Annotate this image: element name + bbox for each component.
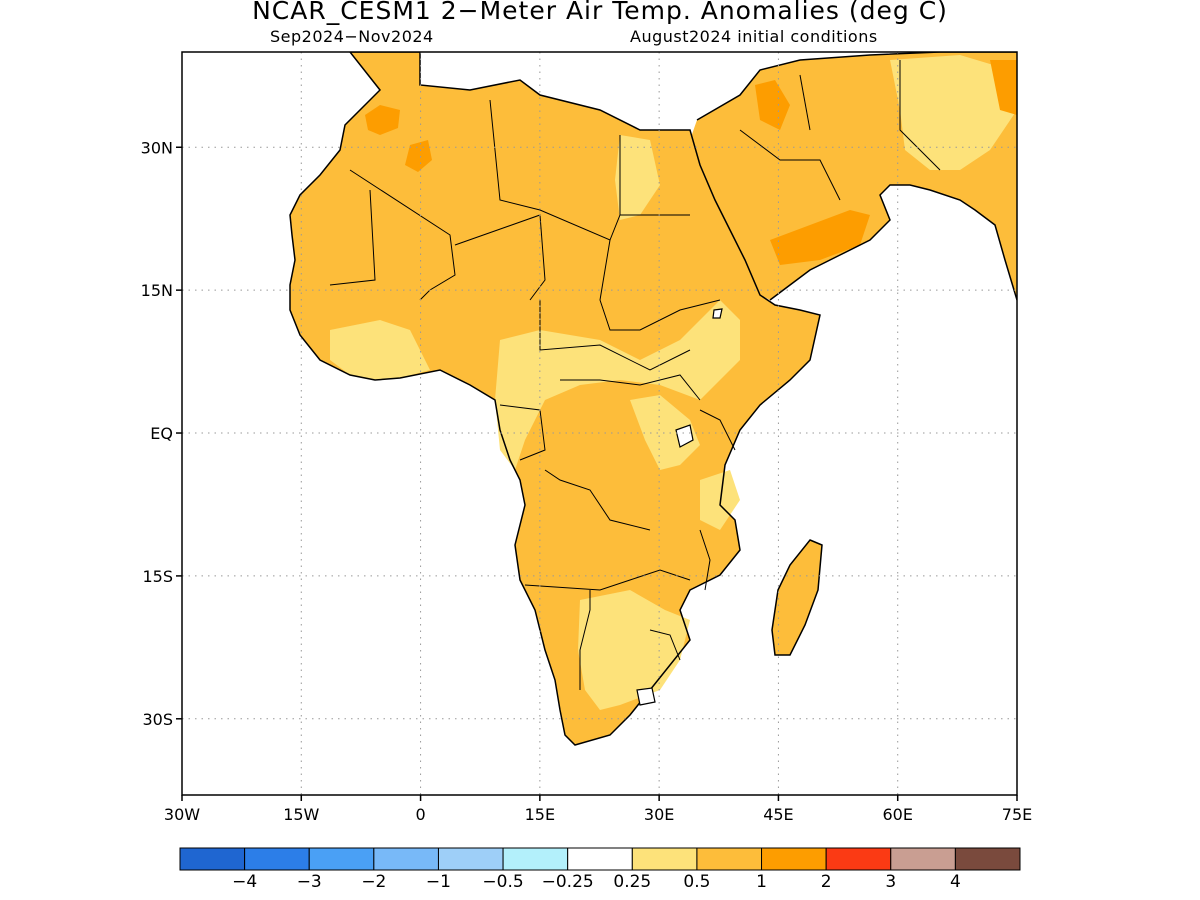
africa-landmass bbox=[290, 52, 820, 745]
map-frame bbox=[181, 51, 1018, 796]
anomaly-band-light bbox=[890, 55, 1017, 170]
latitude-labels: 30N 15N EQ 15S 30S bbox=[141, 138, 173, 729]
shaded-fields bbox=[290, 52, 1017, 745]
lakes bbox=[636, 308, 723, 706]
colorbar-swatch bbox=[179, 847, 246, 871]
colorbar-swatch bbox=[244, 847, 310, 871]
initial-conditions: August2024 initial conditions bbox=[630, 27, 878, 46]
lat-tick-label: 30N bbox=[141, 138, 173, 157]
coastlines bbox=[289, 52, 1017, 746]
colorbar-swatch bbox=[954, 847, 1021, 871]
colorbar-label: 3 bbox=[885, 872, 896, 892]
colorbar-swatch bbox=[567, 847, 633, 871]
anomaly-band-light bbox=[615, 135, 660, 220]
colorbar-label: −1 bbox=[426, 872, 451, 892]
lon-tick-label: 0 bbox=[415, 805, 425, 824]
anomaly-band-light bbox=[495, 300, 740, 470]
lat-tick-label: EQ bbox=[150, 424, 173, 443]
colorbar-swatch bbox=[373, 847, 439, 871]
anomaly-band-light bbox=[330, 320, 430, 380]
lon-tick-label: 15E bbox=[525, 805, 555, 824]
colorbar-label: −4 bbox=[232, 872, 257, 892]
lat-tick-label: 30S bbox=[142, 710, 173, 729]
colorbar-swatch bbox=[437, 847, 504, 871]
anomaly-band-strong bbox=[405, 140, 432, 172]
colorbar-label: −0.25 bbox=[542, 872, 594, 892]
anomaly-band-strong bbox=[755, 80, 790, 130]
lon-tick-label: 15W bbox=[283, 805, 319, 824]
longitude-labels: 30W 15W 0 15E 30E 45E 60E 75E bbox=[164, 805, 1032, 824]
colorbar-label: −3 bbox=[297, 872, 322, 892]
colorbar-label: 0.5 bbox=[683, 872, 710, 892]
colorbar-label: −0.5 bbox=[482, 872, 523, 892]
colorbar-swatch bbox=[761, 847, 827, 871]
colorbar-label: 2 bbox=[821, 872, 832, 892]
anomaly-band-strong bbox=[990, 60, 1017, 115]
country-borders bbox=[329, 60, 941, 690]
colorbar-swatch bbox=[890, 847, 956, 871]
madagascar bbox=[772, 540, 822, 655]
lat-tick-label: 15S bbox=[142, 567, 173, 586]
colorbar-label: 4 bbox=[950, 872, 961, 892]
colorbar-swatch bbox=[696, 847, 763, 871]
colorbar-label: 1 bbox=[756, 872, 767, 892]
gridlines bbox=[182, 52, 1017, 795]
forecast-period: Sep2024−Nov2024 bbox=[270, 27, 434, 46]
lon-tick-label: 45E bbox=[763, 805, 793, 824]
colorbar: −4 −3 −2 −1 −0.5 −0.25 0.25 0.5 1 2 3 4 bbox=[179, 847, 1021, 892]
anomaly-band-strong bbox=[365, 105, 400, 135]
anomaly-band-strong bbox=[770, 210, 870, 265]
colorbar-label: −2 bbox=[361, 872, 386, 892]
anomaly-band-light bbox=[630, 395, 700, 470]
map-title: NCAR_CESM1 2−Meter Air Temp. Anomalies (… bbox=[252, 0, 948, 25]
colorbar-swatch bbox=[502, 847, 569, 871]
lat-tick-label: 15N bbox=[141, 281, 173, 300]
lon-tick-label: 75E bbox=[1002, 805, 1032, 824]
lon-tick-label: 30E bbox=[644, 805, 674, 824]
anomaly-band-light bbox=[578, 590, 690, 710]
axis-ticks bbox=[176, 146, 1018, 801]
colorbar-swatch bbox=[308, 847, 375, 871]
colorbar-swatch bbox=[631, 847, 698, 871]
lon-tick-label: 30W bbox=[164, 805, 200, 824]
colorbar-label: 0.25 bbox=[613, 872, 651, 892]
colorbar-swatch bbox=[825, 847, 892, 871]
lon-tick-label: 60E bbox=[882, 805, 912, 824]
